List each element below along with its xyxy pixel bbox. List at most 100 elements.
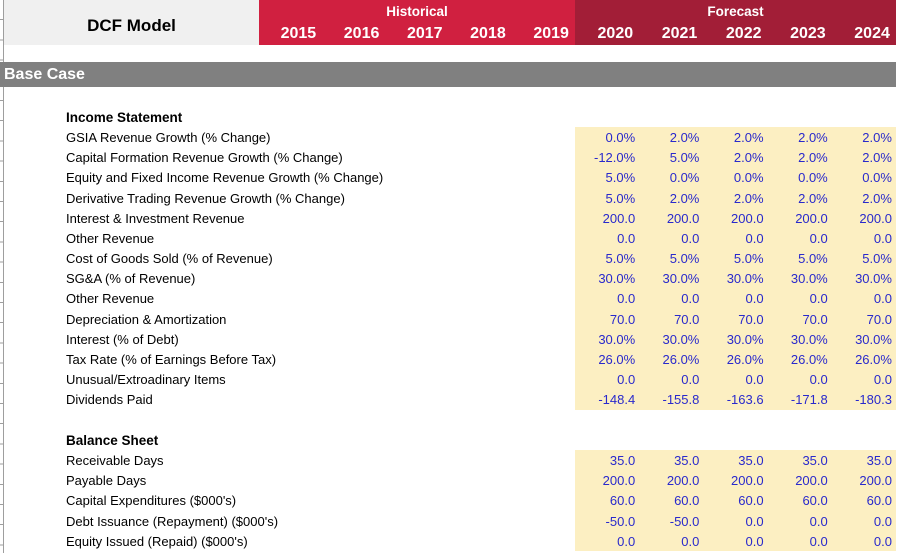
value-cell[interactable]: 2.0% — [767, 147, 832, 168]
value-cell[interactable]: 26.0% — [575, 349, 640, 370]
year-header: 2019 — [511, 22, 575, 45]
value-cell[interactable]: 60.0 — [575, 490, 640, 511]
value-cell[interactable]: 0.0 — [831, 510, 896, 532]
value-cell[interactable]: 0.0 — [767, 288, 832, 310]
value-cell[interactable]: -12.0% — [575, 147, 640, 168]
value-cell[interactable]: 0.0 — [767, 228, 832, 249]
value-cell[interactable]: 0.0 — [767, 369, 832, 390]
value-cell[interactable]: 2.0% — [831, 187, 896, 209]
value-cell[interactable]: 30.0% — [831, 329, 896, 350]
value-cell[interactable]: 0.0 — [639, 228, 704, 249]
value-cell[interactable]: 26.0% — [639, 349, 704, 370]
value-cell[interactable]: 60.0 — [703, 490, 768, 511]
value-cell[interactable]: 0.0 — [703, 228, 768, 249]
value-cell[interactable]: 2.0% — [831, 127, 896, 148]
value-cell[interactable]: 30.0% — [639, 268, 704, 289]
value-cell[interactable]: 60.0 — [767, 490, 832, 511]
value-cell[interactable]: 2.0% — [639, 187, 704, 209]
value-cell[interactable]: 200.0 — [575, 208, 640, 229]
value-cell[interactable]: 0.0% — [639, 167, 704, 188]
value-cell[interactable]: 70.0 — [575, 309, 640, 330]
value-cell[interactable]: 0.0 — [575, 531, 640, 552]
value-cell[interactable]: -163.6 — [703, 389, 768, 410]
value-cell[interactable]: 30.0% — [767, 329, 832, 350]
value-cell[interactable]: 2.0% — [767, 187, 832, 209]
value-cell[interactable]: 5.0% — [575, 187, 640, 209]
value-cell[interactable]: 35.0 — [703, 450, 768, 471]
value-cell[interactable]: 0.0 — [575, 228, 640, 249]
value-cell[interactable]: 60.0 — [831, 490, 896, 511]
value-cell[interactable]: -50.0 — [639, 510, 704, 532]
value-cell[interactable]: 200.0 — [575, 470, 640, 491]
table-row: Capital Formation Revenue Growth (% Chan… — [0, 147, 896, 168]
value-cell[interactable]: 35.0 — [639, 450, 704, 471]
value-cell[interactable]: 0.0 — [703, 510, 768, 532]
value-cell[interactable]: 70.0 — [639, 309, 704, 330]
value-cell[interactable]: 0.0 — [639, 288, 704, 310]
value-cell[interactable]: 0.0 — [831, 228, 896, 249]
value-cell[interactable]: 200.0 — [767, 470, 832, 491]
value-cell[interactable]: 5.0% — [639, 147, 704, 168]
value-cell[interactable]: 0.0 — [767, 531, 832, 552]
value-cell[interactable]: 35.0 — [767, 450, 832, 471]
value-cell[interactable]: 2.0% — [767, 127, 832, 148]
value-cell[interactable]: -180.3 — [831, 389, 896, 410]
value-cell[interactable]: 26.0% — [831, 349, 896, 370]
row-label: Depreciation & Amortization — [66, 311, 227, 327]
value-cell[interactable]: -50.0 — [575, 510, 640, 532]
value-cell[interactable]: 200.0 — [703, 470, 768, 491]
value-cell[interactable]: 0.0 — [703, 369, 768, 390]
value-cell[interactable]: 5.0% — [703, 248, 768, 269]
value-cell[interactable]: 2.0% — [703, 127, 768, 148]
value-cell[interactable]: 70.0 — [703, 309, 768, 330]
value-cell[interactable]: 0.0% — [767, 167, 832, 188]
value-cell[interactable]: 26.0% — [703, 349, 768, 370]
value-cell[interactable]: 30.0% — [575, 268, 640, 289]
value-cell[interactable]: 200.0 — [639, 208, 704, 229]
value-cell[interactable]: 200.0 — [639, 470, 704, 491]
value-cell[interactable]: 30.0% — [703, 329, 768, 350]
value-cell[interactable]: 0.0% — [703, 167, 768, 188]
value-cell[interactable]: 5.0% — [639, 248, 704, 269]
value-cell[interactable]: 0.0 — [831, 369, 896, 390]
value-cell[interactable]: 2.0% — [639, 127, 704, 148]
value-cell[interactable]: 0.0 — [831, 531, 896, 552]
value-cell[interactable]: 0.0 — [639, 531, 704, 552]
value-cell[interactable]: 0.0 — [767, 510, 832, 532]
value-cell[interactable]: 0.0 — [703, 531, 768, 552]
value-cell[interactable]: 2.0% — [703, 147, 768, 168]
value-cell[interactable]: 200.0 — [767, 208, 832, 229]
value-cell[interactable]: 200.0 — [831, 470, 896, 491]
value-cell[interactable]: -155.8 — [639, 389, 704, 410]
row-label: Other Revenue — [66, 230, 155, 246]
value-cell[interactable]: 5.0% — [575, 248, 640, 269]
value-cell[interactable]: 0.0% — [831, 167, 896, 188]
value-cell[interactable]: -171.8 — [767, 389, 832, 410]
value-cell[interactable]: -148.4 — [575, 389, 640, 410]
value-cell[interactable]: 5.0% — [575, 167, 640, 188]
value-cell[interactable]: 0.0% — [575, 127, 640, 148]
value-cell[interactable]: 30.0% — [767, 268, 832, 289]
value-cell[interactable]: 0.0 — [831, 288, 896, 310]
value-cell[interactable]: 0.0 — [703, 288, 768, 310]
value-cell[interactable]: 5.0% — [831, 248, 896, 269]
value-cell[interactable]: 5.0% — [767, 248, 832, 269]
value-cell[interactable]: 35.0 — [575, 450, 640, 471]
value-cell[interactable]: 0.0 — [575, 369, 640, 390]
value-cell[interactable]: 2.0% — [703, 187, 768, 209]
section-header-row: Balance Sheet — [0, 430, 896, 450]
value-cell[interactable]: 2.0% — [831, 147, 896, 168]
value-cell[interactable]: 0.0 — [575, 288, 640, 310]
value-cell[interactable]: 30.0% — [703, 268, 768, 289]
value-cell[interactable]: 200.0 — [703, 208, 768, 229]
value-cell[interactable]: 70.0 — [767, 309, 832, 330]
value-cell[interactable]: 30.0% — [831, 268, 896, 289]
value-cell[interactable]: 26.0% — [767, 349, 832, 370]
value-cell[interactable]: 30.0% — [639, 329, 704, 350]
value-cell[interactable]: 200.0 — [831, 208, 896, 229]
value-cell[interactable]: 70.0 — [831, 309, 896, 330]
value-cell[interactable]: 0.0 — [639, 369, 704, 390]
value-cell[interactable]: 35.0 — [831, 450, 896, 471]
value-cell[interactable]: 60.0 — [639, 490, 704, 511]
value-cell[interactable]: 30.0% — [575, 329, 640, 350]
